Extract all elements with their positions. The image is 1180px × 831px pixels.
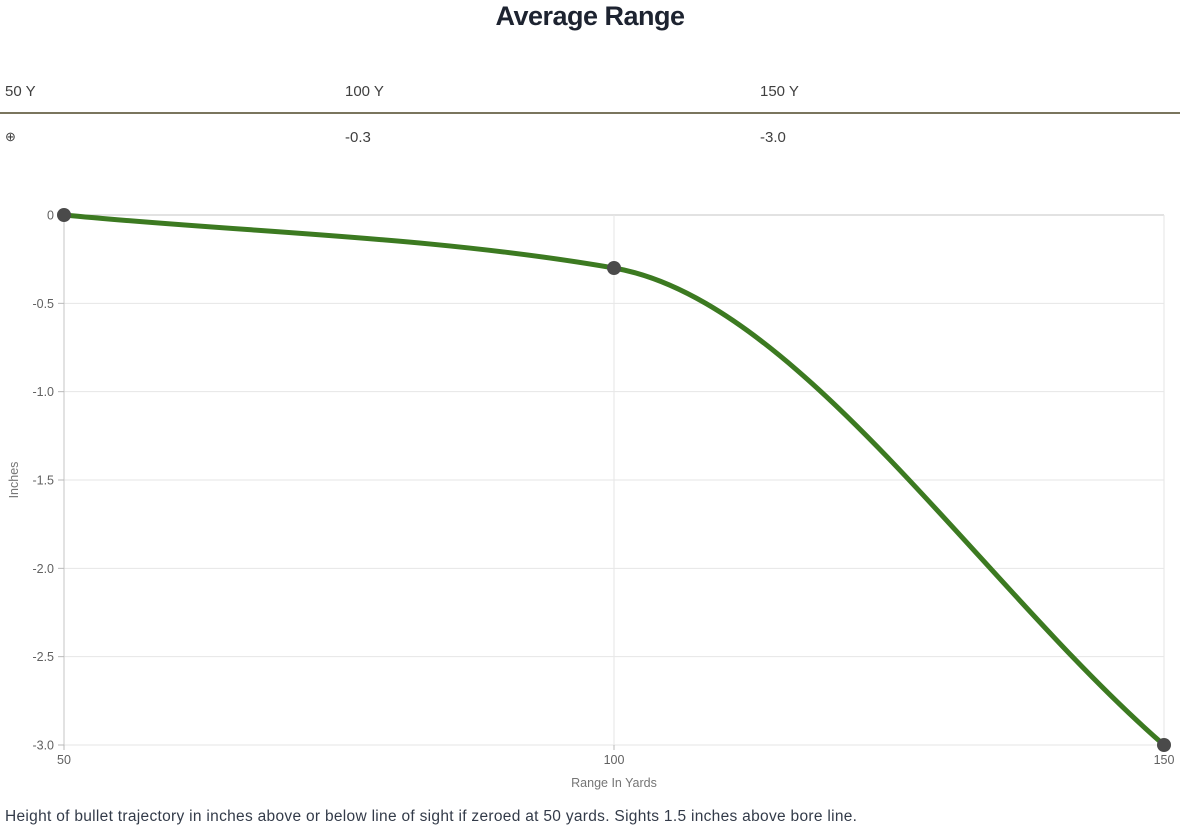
page-title: Average Range [495, 1, 685, 31]
x-axis-title: Range In Yards [571, 776, 657, 790]
summary-header-100y: 100 Y [345, 83, 384, 100]
chart-svg: 0 -0.5 -1.0 -1.5 -2.0 -2.5 -3.050 100 150 Inches R… [7, 208, 1175, 790]
summary-header-150y: 150 Y [760, 83, 799, 100]
data-point[interactable] [1157, 738, 1171, 752]
zero-crosshair-icon: ⊕ [5, 129, 16, 144]
summary-header-50y: 50 Y [5, 83, 36, 100]
x-tick-label: 100 [604, 753, 625, 767]
y-tick-label: -0.5 [32, 297, 54, 311]
summary-value-100y: -0.3 [345, 129, 371, 146]
y-tick-label: -2.0 [32, 562, 54, 576]
y-tick-label: -3.0 [32, 739, 54, 753]
y-tick-label: -1.0 [32, 385, 54, 399]
y-tick-label: -2.5 [32, 650, 54, 664]
summary-divider [0, 112, 1180, 114]
trajectory-line [61, 212, 1167, 748]
chart-caption: Height of bullet trajectory in inches ab… [5, 808, 858, 825]
x-tick-label: 150 [1154, 753, 1175, 767]
y-axis-title: Inches [7, 462, 21, 499]
summary-value-row: ⊕ -0.3 -3.0 [0, 129, 1180, 149]
y-tick-label: -1.5 [32, 474, 54, 488]
y-tick-label: 0 [47, 209, 54, 223]
summary-header-row: 50 Y 100 Y 150 Y [0, 83, 1180, 103]
x-tick-label: 50 [57, 753, 71, 767]
data-point[interactable] [607, 261, 621, 275]
summary-value-150y: -3.0 [760, 129, 786, 146]
data-point[interactable] [57, 208, 71, 222]
trajectory-chart: 0 -0.5 -1.0 -1.5 -2.0 -2.5 -3.0 50 100 150 Inches R… [0, 195, 1180, 800]
